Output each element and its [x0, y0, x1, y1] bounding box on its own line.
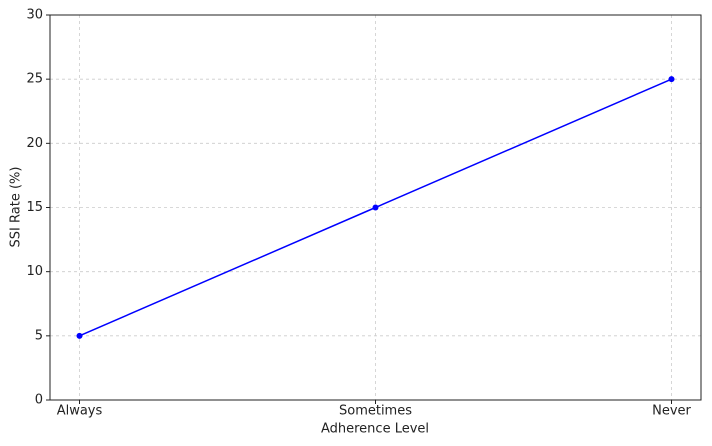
data-point: [76, 332, 83, 339]
data-point: [372, 204, 379, 211]
x-tick-label: Never: [652, 404, 691, 419]
y-tick-label: 30: [26, 8, 43, 23]
x-axis-label: Adherence Level: [321, 422, 429, 437]
y-tick-label: 25: [26, 72, 43, 87]
x-tick-label: Sometimes: [339, 404, 412, 419]
y-tick-label: 20: [26, 136, 43, 151]
y-tick-label: 15: [26, 200, 43, 215]
y-tick-label: 10: [26, 264, 43, 279]
y-axis-label: SSI Rate (%): [9, 167, 24, 248]
y-tick-label: 0: [35, 393, 43, 408]
data-point: [668, 76, 675, 83]
x-tick-label: Always: [57, 404, 103, 419]
y-tick-label: 5: [35, 328, 43, 343]
plot-frame: [49, 14, 702, 401]
